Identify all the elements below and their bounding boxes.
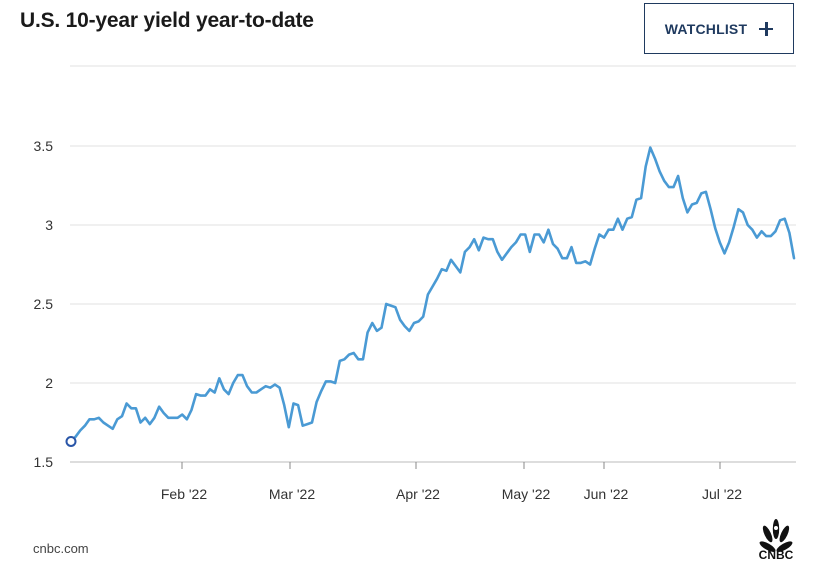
source-credit: cnbc.com <box>33 541 89 556</box>
y-axis-tick-labels: 1.5 2 2.5 3 3.5 <box>34 138 54 470</box>
y-tick-label: 1.5 <box>34 454 54 470</box>
x-tick-label: Jul '22 <box>702 486 742 502</box>
plus-icon <box>759 21 774 36</box>
cnbc-logo: CNBC <box>759 519 794 561</box>
y-tick-label: 3.5 <box>34 138 54 154</box>
x-tick-label: Jun '22 <box>584 486 629 502</box>
chart-title: U.S. 10-year yield year-to-date <box>20 9 314 32</box>
yield-series-line <box>69 146 796 443</box>
cnbc-logo-text: CNBC <box>759 548 794 561</box>
grid-lines <box>70 65 796 463</box>
y-tick-label: 2 <box>45 375 53 391</box>
series-layer <box>65 146 796 447</box>
watchlist-button[interactable]: WATCHLIST <box>644 3 794 54</box>
x-tick-label: May '22 <box>502 486 551 502</box>
series-start-marker <box>65 435 77 447</box>
x-tick-label: Mar '22 <box>269 486 315 502</box>
x-tick-label: Apr '22 <box>396 486 440 502</box>
x-tick-label: Feb '22 <box>161 486 207 502</box>
watchlist-button-label: WATCHLIST <box>664 20 748 37</box>
y-tick-label: 3 <box>45 217 53 233</box>
x-axis-ticks: Feb '22 Mar '22 Apr '22 May '22 Jun '22 Jul '… <box>161 462 742 502</box>
y-tick-label: 2.5 <box>34 296 54 312</box>
